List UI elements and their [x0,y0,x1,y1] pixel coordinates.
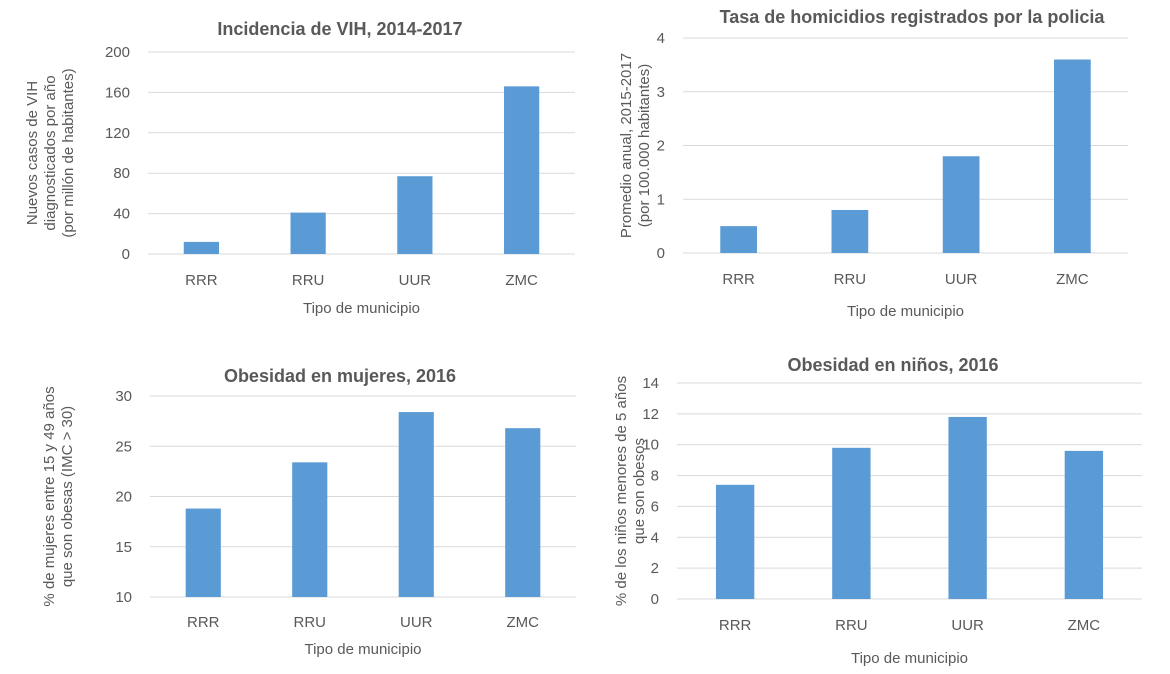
chart-title: Tasa de homicidios registrados por la po… [720,7,1106,27]
y-tick-label: 3 [657,84,665,101]
y-tick-label: 4 [651,529,659,546]
x-tick-label: UUR [399,272,432,289]
chart-child-obesity: Obesidad en niños, 2016 0 2 4 6 8 10 12 14 RRR RRU… [585,335,1170,669]
chart-title: Obesidad en niños, 2016 [787,355,998,375]
y-axis-title-line: que son obesos [631,438,648,544]
x-tick-label: UUR [945,271,978,288]
x-tick-label: UUR [951,617,984,634]
y-axis-title-line: diagnosticados por año [42,75,59,230]
bar [1054,59,1091,253]
chart-title: Obesidad en mujeres, 2016 [224,366,456,386]
y-tick-label: 10 [115,589,132,606]
y-tick-label: 14 [642,375,659,392]
bar [504,86,540,254]
bar [720,226,757,253]
y-tick-label: 120 [105,125,130,142]
y-axis-title: % de los niños menores de 5 añosque son … [613,376,648,606]
bar [505,428,541,597]
y-tick-label: 8 [651,468,659,485]
x-tick-label: RRU [834,271,867,288]
chart-svg: Incidencia de VIH, 2014-2017 0 40 80 120 160 2… [24,19,575,317]
x-axis-title: Tipo de municipio [304,641,421,658]
y-tick-label: 30 [115,388,132,405]
y-tick-label: 200 [105,44,130,61]
y-axis-title-line: % de mujeres entre 15 y 49 años [41,386,58,606]
y-tick-label: 2 [651,560,659,577]
y-tick-label: 0 [651,591,659,608]
chart-female-obesity: Obesidad en mujeres, 2016 10 15 20 25 30 RRR RR… [0,335,585,669]
bar [942,156,980,253]
bar [832,447,871,599]
x-tick-label: ZMC [1068,617,1101,634]
x-tick-label: ZMC [507,614,540,631]
bar [183,241,219,254]
y-tick-label: 6 [651,498,659,515]
y-tick-label: 10 [642,437,659,454]
y-axis-title: Promedio anual, 2015-2017(por 100.000 ha… [618,53,653,238]
x-tick-label: RRR [185,272,218,289]
bar [715,484,755,599]
x-tick-label: RRU [294,614,327,631]
bar [831,210,869,253]
y-tick-label: 0 [122,246,130,263]
y-tick-label: 12 [642,406,659,423]
bar [292,462,328,597]
chart-title: Incidencia de VIH, 2014-2017 [217,19,462,39]
x-tick-label: RRU [292,272,325,289]
y-tick-label: 160 [105,84,130,101]
bar [185,508,221,597]
y-axis-title-line: Promedio anual, 2015-2017 [618,53,635,238]
x-tick-label: ZMC [505,272,538,289]
chart-homicide-rate: Tasa de homicidios registrados por la po… [585,0,1170,335]
y-tick-label: 15 [115,539,132,556]
chart-hiv-incidence: Incidencia de VIH, 2014-2017 0 40 80 120 160 2… [0,0,585,335]
chart-svg: Tasa de homicidios registrados por la po… [618,7,1128,320]
y-axis-title-line: Nuevos casos de VIH [24,81,41,225]
y-tick-label: 20 [115,489,132,506]
x-tick-label: UUR [400,614,433,631]
y-axis-title-line: % de los niños menores de 5 años [613,376,630,606]
y-tick-label: 1 [657,191,665,208]
bar [1064,450,1104,599]
bar [290,212,326,254]
chart-svg: Obesidad en mujeres, 2016 10 15 20 25 30 RRR RR… [41,366,576,658]
x-axis-title: Tipo de municipio [303,300,420,317]
y-axis-title-line: (por millón de habitantes) [60,68,77,237]
y-tick-label: 80 [113,165,130,182]
y-axis-title: Nuevos casos de VIHdiagnosticados por añ… [24,68,77,237]
bar [948,416,987,599]
y-axis-title: % de mujeres entre 15 y 49 añosque son o… [41,386,76,606]
y-tick-label: 40 [113,206,130,223]
x-tick-label: RRR [719,617,752,634]
y-tick-label: 2 [657,138,665,155]
y-tick-label: 0 [657,245,665,262]
bar [397,176,433,254]
x-axis-title: Tipo de municipio [847,303,964,320]
x-tick-label: RRU [835,617,868,634]
y-axis-title-line: que son obesas (IMC > 30) [59,406,76,587]
x-tick-label: RRR [722,271,755,288]
x-tick-label: ZMC [1056,271,1089,288]
x-axis-title: Tipo de municipio [851,650,968,667]
x-tick-label: RRR [187,614,220,631]
bar [398,412,434,597]
y-tick-label: 25 [115,438,132,455]
chart-svg: Obesidad en niños, 2016 0 2 4 6 8 10 12 14 RRR RRU… [613,355,1142,667]
y-tick-label: 4 [657,30,665,47]
y-axis-title-line: (por 100.000 habitantes) [636,64,653,227]
